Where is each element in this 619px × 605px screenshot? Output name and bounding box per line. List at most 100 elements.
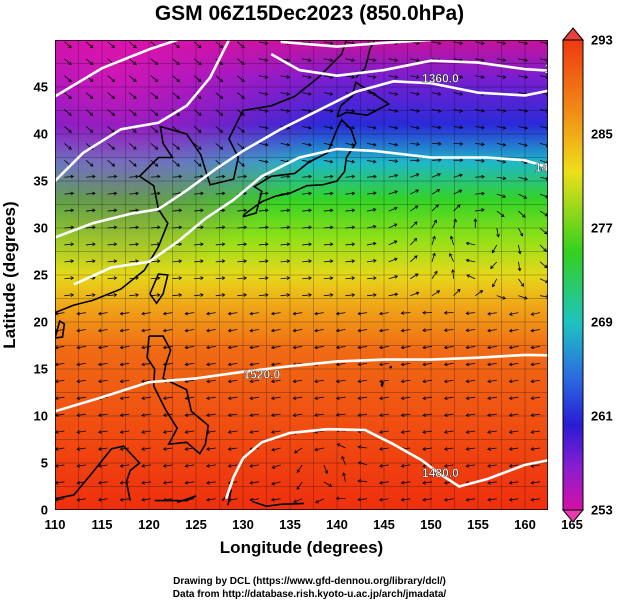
wind-streamline [258,109,268,112]
wind-arrowhead [449,235,454,240]
wind-streamline [302,175,312,178]
contour-label: 1520.0 [243,367,280,381]
wind-streamline [107,175,117,178]
wind-streamline [55,481,65,484]
wind-arrowhead [473,218,478,222]
wind-arrowhead [227,328,232,333]
wind-arrowhead [243,191,248,196]
wind-streamline [206,464,216,467]
wind-streamline [492,278,498,287]
wind-arrowhead [286,225,291,230]
wind-streamline [129,92,137,99]
wind-arrowhead [308,125,312,130]
wind-arrowhead [415,189,420,193]
wind-streamline [452,269,454,279]
wind-streamline [487,312,497,315]
wind-arrowhead [292,413,297,418]
wind-arrowhead [178,174,183,179]
y-tick-label: 20 [33,314,48,330]
wind-streamline [410,238,417,246]
wind-arrowhead [308,109,312,113]
wind-streamline [453,204,461,212]
wind-streamline [453,219,457,229]
wind-streamline [509,362,519,366]
wind-streamline [453,58,463,61]
wind-streamline [388,174,398,178]
wind-streamline [475,192,485,195]
wind-streamline [141,413,151,416]
wind-arrowhead [329,58,334,62]
wind-arrowhead [487,430,491,434]
wind-streamline [496,41,506,45]
wind-arrowhead [154,129,159,133]
wind-arrowhead [502,41,507,46]
colorbar-top-arrow [561,27,585,41]
wind-streamline [531,498,541,501]
wind-arrowhead [416,109,420,113]
wind-arrowhead [76,311,81,316]
wind-arrowhead [502,296,507,300]
wind-arrowhead [89,112,94,116]
y-tick-label: 30 [33,220,48,236]
wind-arrowhead [413,221,418,225]
wind-arrowhead [413,237,418,242]
wind-streamline [55,413,65,416]
wind-arrowhead [197,61,202,66]
wind-arrowhead [329,225,334,230]
wind-streamline [129,109,137,116]
wind-streamline [345,260,355,263]
wind-streamline [172,160,180,167]
wind-streamline [444,329,454,331]
wind-streamline [141,362,151,366]
wind-streamline [410,273,419,280]
wind-arrowhead [373,174,377,179]
wind-arrowhead [265,259,269,264]
wind-arrowhead [502,75,507,79]
wind-streamline [388,258,398,263]
wind-streamline [185,346,195,349]
wind-arrowhead [249,463,254,468]
wind-streamline [271,329,281,332]
wind-arrowhead [113,293,118,297]
wind-streamline [185,464,195,467]
wind-arrowhead [286,109,291,113]
wind-streamline [431,290,440,297]
wind-streamline [449,253,454,263]
wind-streamline [163,481,173,484]
wind-streamline [531,447,541,450]
wind-arrowhead [70,293,75,297]
wind-streamline [271,430,281,433]
wind-streamline [215,192,225,195]
wind-arrowhead [508,312,513,316]
wind-streamline [475,176,485,178]
wind-streamline [120,413,130,416]
wind-arrowhead [523,296,528,300]
wind-streamline [475,109,485,112]
wind-streamline [358,329,368,332]
coastline [154,495,197,504]
wind-streamline [250,346,260,349]
wind-arrowhead [308,191,312,196]
wind-arrowhead [422,430,426,434]
wind-arrowhead [119,463,124,468]
wind-streamline [206,379,216,383]
wind-arrowhead [176,112,180,116]
wind-arrowhead [481,191,485,196]
wind-arrowhead [135,242,139,247]
wind-streamline [453,143,463,145]
wind-arrowhead [135,293,139,297]
wind-arrowhead [68,112,72,116]
wind-arrowhead [271,465,276,469]
wind-arrowhead [271,447,275,452]
wind-streamline [466,413,476,416]
wind-streamline [250,362,260,366]
wind-arrowhead [394,190,398,194]
wind-arrowhead [156,225,161,230]
wind-streamline [487,413,497,416]
wind-arrowhead [459,158,464,163]
wind-arrowhead [70,242,75,247]
wind-arrowhead [184,396,189,401]
wind-arrowhead [292,345,297,350]
wind-streamline [258,143,268,146]
wind-arrowhead [135,191,139,196]
